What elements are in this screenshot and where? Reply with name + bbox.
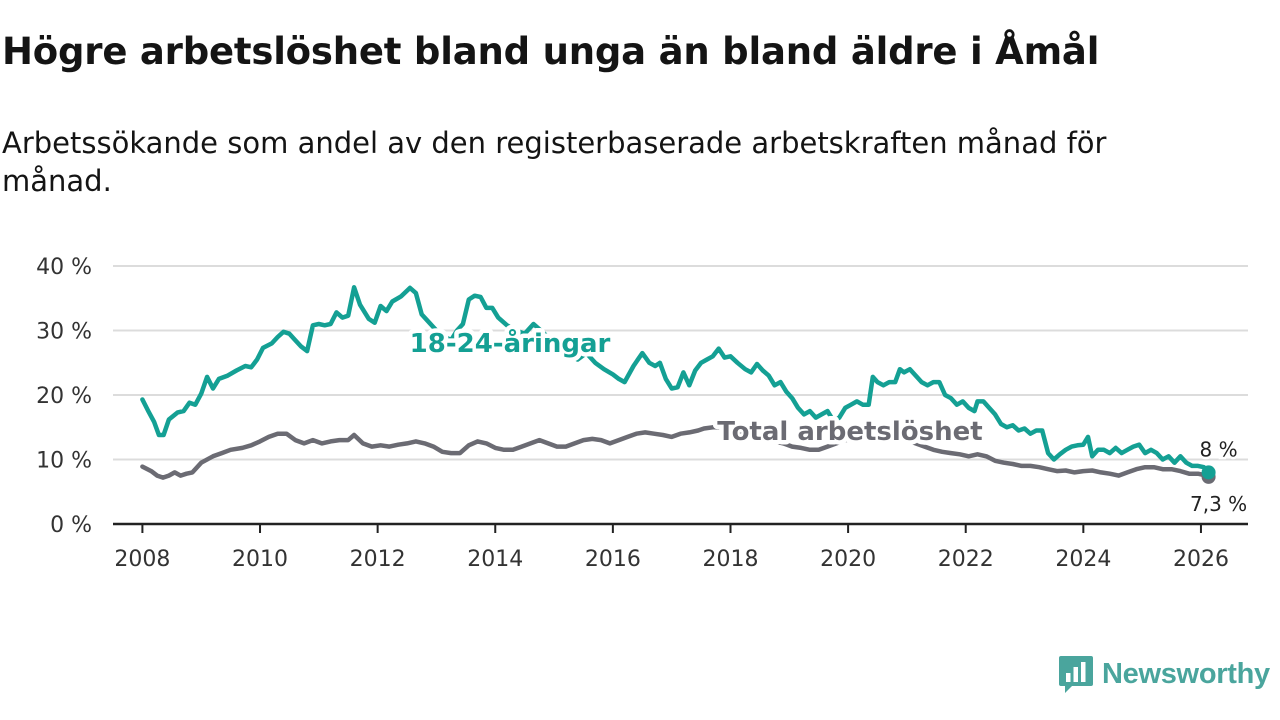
brand-name: Newsworthy xyxy=(1102,657,1270,690)
newsworthy-logo: Newsworthy xyxy=(1058,654,1270,694)
x-tick-label: 2016 xyxy=(585,547,641,572)
y-tick-label: 0 % xyxy=(50,513,92,538)
x-tick-label: 2024 xyxy=(1055,547,1111,572)
x-tick-label: 2020 xyxy=(820,547,876,572)
chart-title: Högre arbetslöshet bland unga än bland ä… xyxy=(2,30,1100,73)
x-tick-label: 2022 xyxy=(938,547,994,572)
x-tick-label: 2018 xyxy=(702,547,758,572)
series-youth-line xyxy=(140,285,1211,475)
x-tick-label: 2026 xyxy=(1173,547,1229,572)
y-tick-label: 40 % xyxy=(36,255,92,280)
series-total-line xyxy=(140,425,1211,480)
y-tick-label: 30 % xyxy=(36,320,92,345)
total-end-label: 7,3 % xyxy=(1190,492,1247,516)
x-tick-label: 2012 xyxy=(350,547,406,572)
youth-end-marker xyxy=(1201,465,1216,480)
youth-series-label: 18-24-åringar xyxy=(410,327,611,359)
chart-subtitle: Arbetssökande som andel av den registerb… xyxy=(2,126,1107,198)
y-tick-label: 10 % xyxy=(36,449,92,474)
bar-chart-logo-icon xyxy=(1059,656,1093,693)
youth-end-label: 8 % xyxy=(1200,437,1238,461)
x-tick-label: 2010 xyxy=(232,547,288,572)
x-tick-label: 2008 xyxy=(114,547,170,572)
total-series-label: Total arbetslöshet xyxy=(717,417,982,447)
x-tick-label: 2014 xyxy=(467,547,523,572)
y-tick-label: 20 % xyxy=(36,384,92,409)
